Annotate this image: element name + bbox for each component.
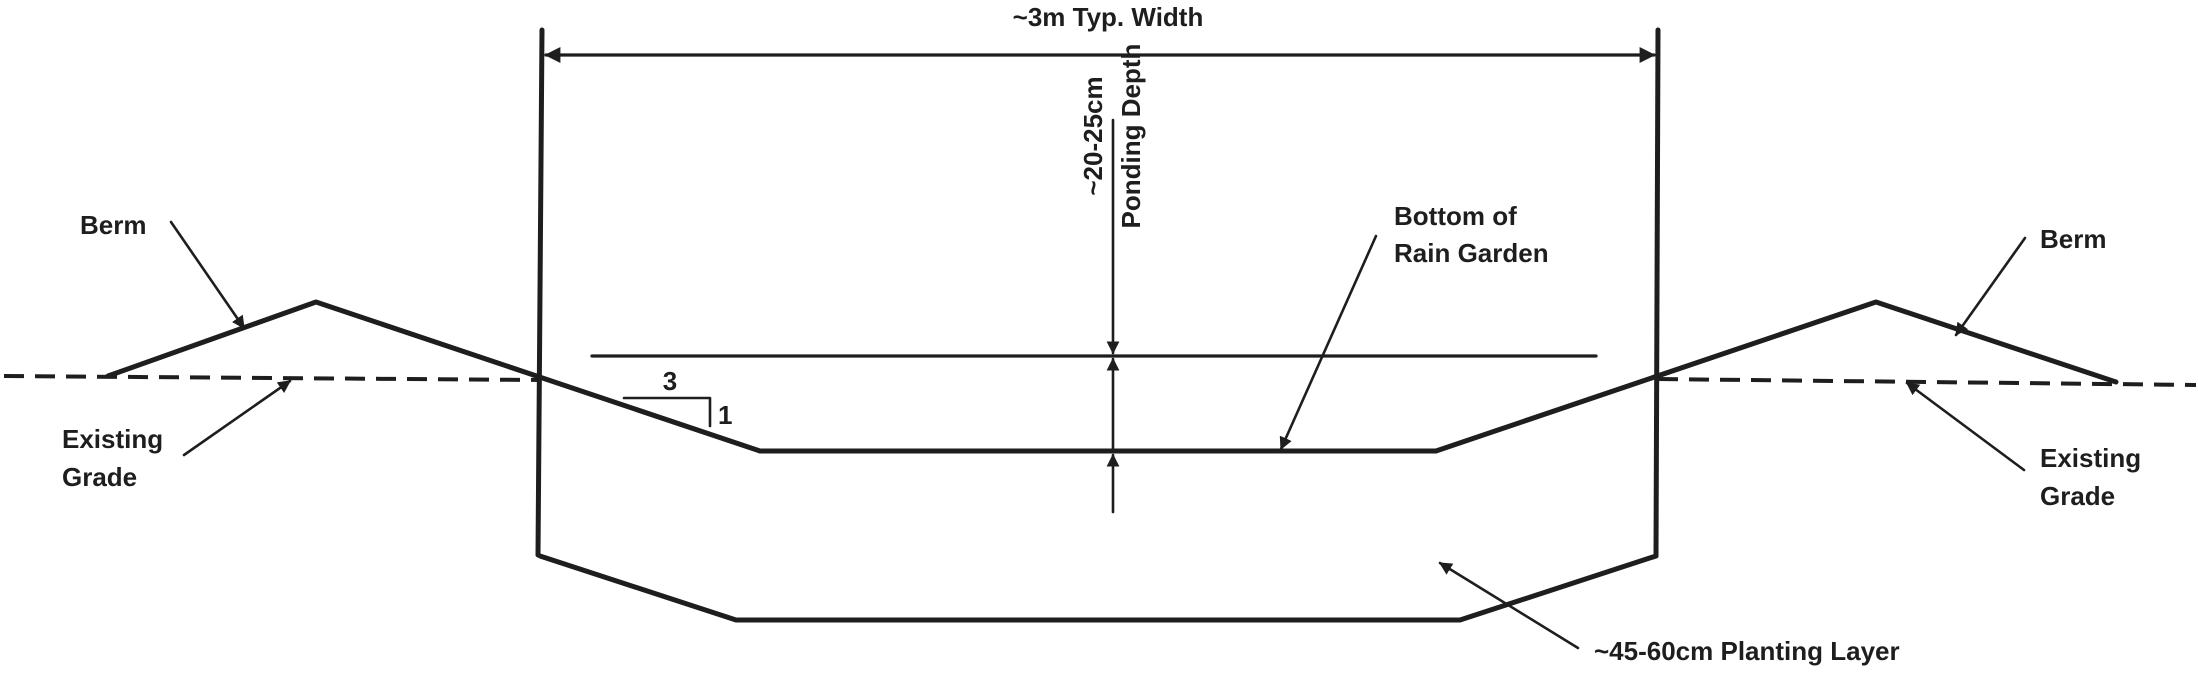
grade-right-leader xyxy=(1905,381,2026,472)
slope-indicator xyxy=(622,396,712,428)
width-boundary-left xyxy=(535,27,545,558)
grade-right-label-line2: Grade xyxy=(2040,481,2115,511)
berm-left-leader xyxy=(169,220,246,330)
berm-right-leader xyxy=(1954,236,2027,337)
slope-run-label: 3 xyxy=(663,366,677,396)
grade-left-label-line2: Grade xyxy=(62,462,137,492)
bottom-label-line2: Rain Garden xyxy=(1394,238,1549,268)
berm-right-label: Berm xyxy=(2040,224,2106,254)
ground-profile-right xyxy=(1433,299,2119,454)
existing-grade-right xyxy=(1657,377,2197,387)
slope-rise-label: 1 xyxy=(718,400,732,430)
existing-grade-left xyxy=(3,374,541,382)
bottom-leader xyxy=(1279,234,1378,451)
grade-right-label-line1: Existing xyxy=(2040,443,2141,473)
planting-layer-outline xyxy=(537,553,1659,623)
width-boundary-right xyxy=(1653,27,1661,559)
grade-left-leader xyxy=(182,379,292,457)
ponding-depth-line1: ~20-25cm xyxy=(1078,76,1108,195)
planting-leader xyxy=(1438,561,1580,650)
bottom-label-line1: Bottom of xyxy=(1394,201,1517,231)
planting-layer-label: ~45-60cm Planting Layer xyxy=(1594,636,1900,666)
ponding-depth-line2: Ponding Depth xyxy=(1116,44,1146,229)
ground-profile-left xyxy=(105,299,763,454)
berm-left-label: Berm xyxy=(80,210,146,240)
typ-width-label: ~3m Typ. Width xyxy=(1013,2,1204,32)
ponding-depth-label: ~20-25cm Ponding Depth xyxy=(1078,44,1146,229)
grade-left-label-line1: Existing xyxy=(62,424,163,454)
